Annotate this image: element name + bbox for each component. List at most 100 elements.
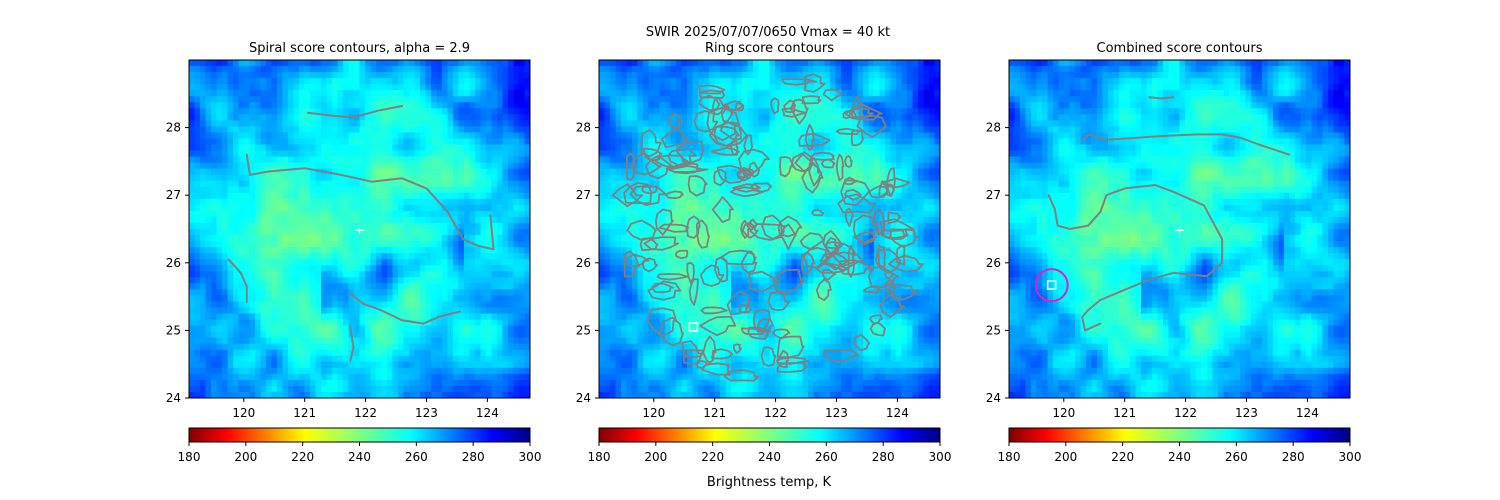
field-cell: [731, 361, 738, 369]
field-cell: [632, 301, 639, 309]
field-cell: [277, 108, 284, 115]
y-tick-label: 26: [166, 256, 181, 270]
field-cell: [665, 367, 672, 375]
field-cell: [709, 385, 716, 393]
field-cell: [304, 379, 311, 387]
field-cell: [742, 114, 749, 121]
field-cell: [464, 60, 471, 67]
field-cell: [310, 319, 317, 327]
field-cell: [189, 229, 196, 236]
field-cell: [475, 222, 482, 230]
field-cell: [480, 253, 487, 260]
field-cell: [387, 60, 394, 67]
field-cell: [621, 126, 628, 134]
field-cell: [610, 162, 617, 170]
field-cell: [508, 295, 515, 303]
field-cell: [310, 84, 317, 91]
field-cell: [244, 253, 251, 260]
field-cell: [431, 349, 438, 357]
field-cell: [398, 373, 405, 381]
field-cell: [637, 150, 644, 158]
field-cell: [475, 325, 482, 333]
field-cell: [436, 379, 443, 387]
colorbar-tick-label: 240: [348, 450, 371, 464]
field-cell: [343, 343, 350, 351]
field-cell: [524, 132, 530, 140]
field-cell: [332, 156, 339, 164]
field-cell: [211, 391, 218, 398]
field-cell: [288, 247, 295, 254]
field-cell: [227, 349, 234, 357]
field-cell: [249, 343, 256, 351]
field-cell: [200, 150, 207, 158]
field-cell: [288, 325, 295, 333]
field-cell: [502, 150, 509, 158]
field-cell: [420, 198, 427, 206]
field-cell: [277, 126, 284, 134]
field-cell: [687, 222, 694, 230]
field-cell: [491, 60, 498, 67]
field-cell: [321, 367, 328, 375]
field-cell: [480, 108, 487, 115]
field-cell: [637, 361, 644, 369]
field-cell: [370, 156, 377, 164]
field-cell: [271, 222, 278, 230]
field-cell: [381, 373, 388, 381]
field-cell: [725, 343, 732, 351]
field-cell: [524, 156, 530, 164]
field-cell: [742, 96, 749, 103]
field-cell: [610, 120, 617, 127]
field-cell: [266, 289, 273, 296]
field-cell: [293, 343, 300, 351]
field-cell: [359, 156, 366, 164]
field-cell: [414, 301, 421, 309]
field-cell: [599, 373, 606, 381]
field-cell: [414, 162, 421, 170]
field-cell: [354, 307, 361, 315]
field-cell: [244, 319, 251, 327]
field-cell: [370, 192, 377, 200]
field-cell: [676, 265, 683, 272]
field-cell: [255, 319, 262, 327]
field-cell: [271, 271, 278, 278]
field-cell: [698, 265, 705, 272]
field-cell: [376, 391, 383, 398]
field-cell: [365, 192, 372, 200]
field-cell: [508, 162, 515, 170]
field-cell: [194, 138, 201, 146]
field-cell: [508, 60, 515, 67]
field-cell: [365, 343, 372, 351]
field-cell: [271, 247, 278, 254]
field-cell: [233, 168, 240, 176]
field-cell: [414, 192, 421, 200]
field-cell: [277, 156, 284, 164]
field-cell: [315, 90, 322, 97]
field-cell: [299, 72, 306, 79]
field-cell: [211, 301, 218, 309]
field-cell: [519, 192, 526, 200]
field-cell: [398, 277, 405, 284]
field-cell: [282, 192, 289, 200]
field-cell: [453, 259, 460, 266]
field-cell: [698, 66, 705, 73]
field-cell: [626, 241, 633, 248]
field-cell: [497, 78, 504, 85]
field-cell: [676, 301, 683, 309]
field-cell: [436, 241, 443, 248]
field-cell: [475, 391, 482, 398]
field-cell: [414, 367, 421, 375]
field-cell: [604, 289, 611, 296]
field-cell: [720, 283, 727, 290]
field-cell: [709, 301, 716, 309]
field-cell: [205, 307, 212, 315]
field-cell: [508, 253, 515, 260]
field-cell: [299, 373, 306, 381]
field-cell: [370, 66, 377, 73]
field-cell: [205, 277, 212, 284]
field-cell: [599, 307, 606, 315]
field-cell: [615, 66, 622, 73]
field-cell: [464, 289, 471, 296]
field-cell: [513, 162, 520, 170]
field-cell: [486, 301, 493, 309]
field-cell: [486, 66, 493, 73]
